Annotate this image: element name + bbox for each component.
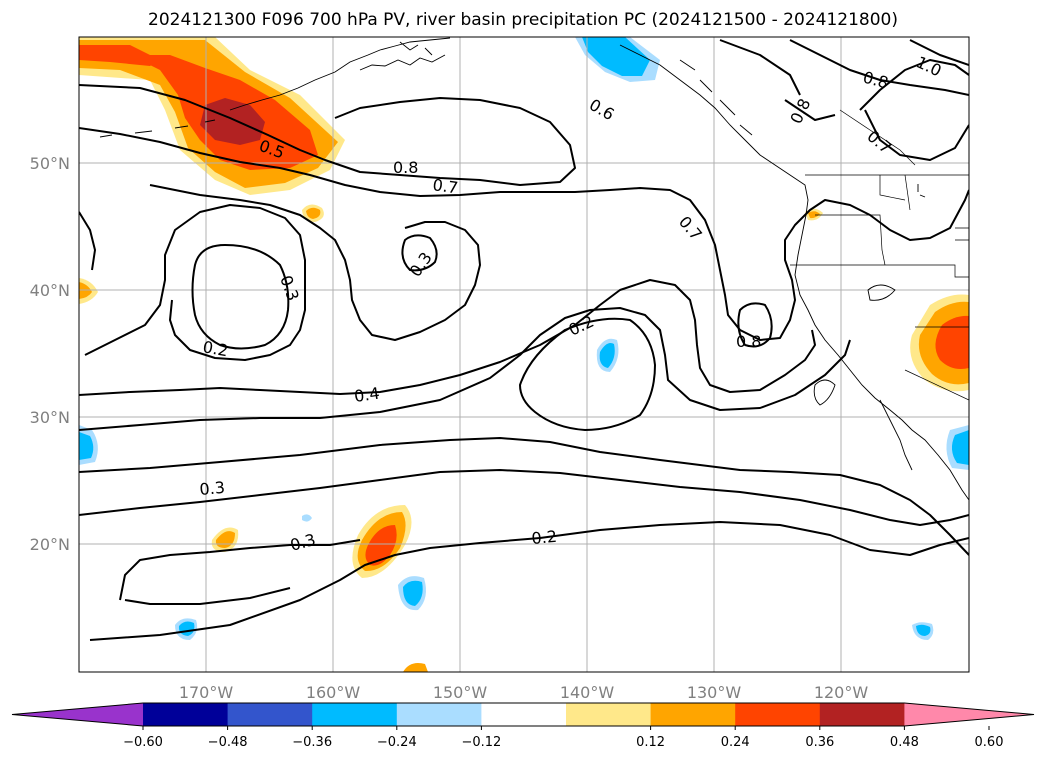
contour-label: 0.8 bbox=[393, 158, 418, 177]
colorbar-segment bbox=[481, 703, 567, 726]
contour-label: 0.3 bbox=[199, 478, 226, 499]
lon-label: 150°W bbox=[433, 683, 488, 702]
colorbar-segment bbox=[396, 703, 482, 726]
colorbar-tick-label: −0.36 bbox=[292, 735, 332, 750]
map-title: 2024121300 F096 700 hPa PV, river basin … bbox=[148, 10, 898, 30]
precip-shading bbox=[79, 37, 969, 672]
colorbar-extend-low bbox=[12, 703, 143, 726]
contour-label: 0.8 bbox=[736, 332, 761, 351]
colorbar-tick-label: 0.12 bbox=[636, 735, 665, 750]
colorbar-segment bbox=[735, 703, 821, 726]
longitude-labels: 170°W 160°W 150°W 140°W 130°W 120°W bbox=[179, 683, 869, 702]
colorbar: −0.60 −0.48 −0.36 −0.24 −0.12 0.12 0.24 0.36 0.4… bbox=[11, 702, 1035, 750]
colorbar-segment bbox=[227, 703, 313, 726]
lon-label: 120°W bbox=[814, 683, 869, 702]
colorbar-tick-label: −0.24 bbox=[377, 735, 417, 750]
colorbar-segment bbox=[566, 703, 652, 726]
lat-label: 40°N bbox=[30, 281, 70, 300]
colorbar-extend-high bbox=[904, 703, 1034, 726]
lon-label: 130°W bbox=[687, 683, 742, 702]
lat-label: 50°N bbox=[30, 154, 70, 173]
graticule bbox=[79, 37, 969, 672]
pv-contours bbox=[79, 39, 969, 641]
lon-label: 170°W bbox=[179, 683, 234, 702]
colorbar-tick-label: 0.60 bbox=[975, 735, 1004, 750]
colorbar-tick-label: 0.36 bbox=[805, 735, 834, 750]
colorbar-segment bbox=[312, 703, 398, 726]
colorbar-segment bbox=[650, 703, 736, 726]
latitude-labels: 50°N 40°N 30°N 20°N bbox=[30, 154, 70, 554]
colorbar-segment bbox=[143, 703, 229, 726]
colorbar-tick-label: −0.60 bbox=[123, 735, 163, 750]
colorbar-tick-label: 0.48 bbox=[890, 735, 919, 750]
lat-label: 30°N bbox=[30, 408, 70, 427]
contour-label: 0.7 bbox=[431, 175, 459, 197]
lon-label: 140°W bbox=[560, 683, 615, 702]
coastlines bbox=[99, 37, 969, 501]
map-panel: 0.5 0.8 0.7 0.3 0.3 0.2 0.4 0.6 0.7 0.2 … bbox=[79, 37, 969, 672]
contour-label: 0.2 bbox=[531, 527, 558, 548]
colorbar-tick-label: −0.12 bbox=[461, 735, 501, 750]
colorbar-tick-label: −0.48 bbox=[208, 735, 248, 750]
contour-label: 0.2 bbox=[201, 337, 229, 360]
contour-label: 0.4 bbox=[353, 384, 381, 406]
political-borders bbox=[790, 109, 969, 401]
map-frame bbox=[78, 36, 970, 673]
lat-label: 20°N bbox=[30, 535, 70, 554]
colorbar-tick-label: 0.24 bbox=[721, 735, 750, 750]
colorbar-segment bbox=[819, 703, 905, 726]
lon-label: 160°W bbox=[306, 683, 361, 702]
